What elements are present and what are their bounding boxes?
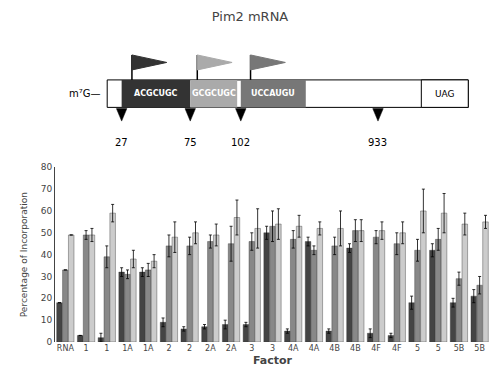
svg-text:4B: 4B bbox=[350, 344, 361, 353]
svg-text:GCGCUGC: GCGCUGC bbox=[192, 89, 236, 98]
svg-text:70: 70 bbox=[41, 184, 53, 194]
svg-text:30: 30 bbox=[41, 272, 53, 282]
svg-text:80: 80 bbox=[41, 162, 53, 172]
svg-text:1: 1 bbox=[104, 344, 109, 353]
svg-text:2: 2 bbox=[187, 344, 192, 353]
svg-text:4B: 4B bbox=[329, 344, 340, 353]
svg-text:1: 1 bbox=[84, 344, 89, 353]
svg-text:2A: 2A bbox=[226, 344, 237, 353]
svg-text:Percentage of Incorporation: Percentage of Incorporation bbox=[19, 192, 29, 317]
svg-text:50: 50 bbox=[41, 228, 53, 238]
svg-text:10: 10 bbox=[41, 315, 53, 325]
svg-text:m⁷G—: m⁷G— bbox=[69, 88, 101, 99]
svg-text:ACGCUGC: ACGCUGC bbox=[134, 89, 178, 98]
svg-text:0: 0 bbox=[46, 337, 52, 347]
svg-text:27: 27 bbox=[115, 137, 128, 148]
svg-text:4A: 4A bbox=[309, 344, 320, 353]
svg-text:60: 60 bbox=[41, 206, 53, 216]
svg-text:3: 3 bbox=[249, 344, 254, 353]
svg-text:933: 933 bbox=[368, 137, 387, 148]
svg-text:UAG: UAG bbox=[435, 89, 455, 99]
svg-text:5B: 5B bbox=[474, 344, 485, 353]
svg-text:1A: 1A bbox=[122, 344, 133, 353]
svg-text:RNA: RNA bbox=[57, 344, 75, 353]
svg-text:4F: 4F bbox=[392, 344, 402, 353]
svg-text:4F: 4F bbox=[371, 344, 381, 353]
svg-text:1A: 1A bbox=[143, 344, 154, 353]
svg-text:75: 75 bbox=[184, 137, 197, 148]
svg-text:5B: 5B bbox=[454, 344, 465, 353]
svg-text:102: 102 bbox=[231, 137, 250, 148]
svg-text:UCCAUGU: UCCAUGU bbox=[251, 89, 295, 98]
svg-text:40: 40 bbox=[41, 250, 53, 260]
svg-text:5: 5 bbox=[436, 344, 441, 353]
svg-text:2A: 2A bbox=[205, 344, 216, 353]
svg-text:4A: 4A bbox=[288, 344, 299, 353]
svg-text:20: 20 bbox=[41, 293, 53, 303]
svg-text:2: 2 bbox=[166, 344, 171, 353]
svg-text:5: 5 bbox=[415, 344, 420, 353]
svg-text:Pim2 mRNA: Pim2 mRNA bbox=[212, 9, 289, 24]
svg-text:3: 3 bbox=[270, 344, 275, 353]
svg-text:Factor: Factor bbox=[253, 354, 293, 367]
